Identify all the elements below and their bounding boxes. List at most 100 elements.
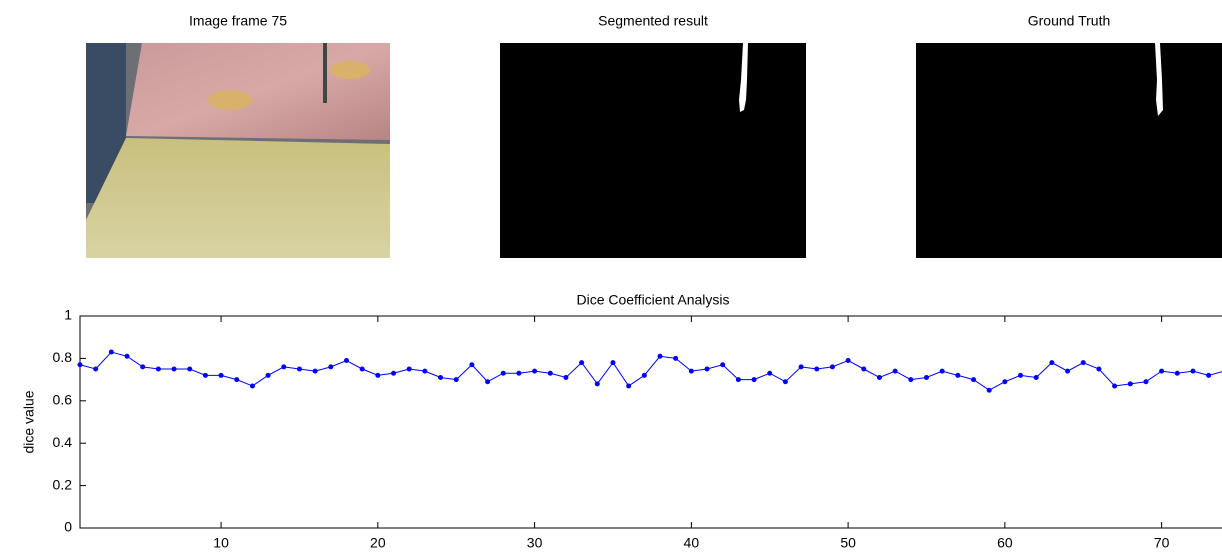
data-point — [861, 366, 867, 372]
y-tick-label: 0.8 — [53, 349, 73, 365]
data-point — [312, 368, 318, 374]
data-point — [249, 383, 255, 389]
data-point — [187, 366, 193, 372]
data-point — [657, 353, 663, 359]
y-axis-label: dice value — [21, 390, 37, 453]
x-tick-label: 40 — [684, 535, 700, 551]
y-tick-label: 0.2 — [53, 476, 73, 492]
y-tick-label: 1 — [64, 307, 72, 323]
image-part — [323, 43, 327, 103]
data-point — [375, 372, 381, 378]
data-point — [892, 368, 898, 374]
data-point — [516, 370, 522, 376]
data-point — [579, 360, 585, 366]
data-point — [218, 372, 224, 378]
y-tick-label: 0.4 — [53, 434, 73, 450]
data-point — [1065, 368, 1071, 374]
data-point — [626, 383, 632, 389]
data-point — [610, 360, 616, 366]
x-tick-label: 20 — [370, 535, 386, 551]
data-point — [1080, 360, 1086, 366]
data-point — [971, 377, 977, 383]
data-point — [767, 370, 773, 376]
data-point — [735, 377, 741, 383]
image-bg — [500, 43, 806, 258]
data-point — [1018, 372, 1024, 378]
data-point — [704, 366, 710, 372]
x-tick-label: 60 — [997, 535, 1013, 551]
data-point — [108, 349, 114, 355]
data-point — [814, 366, 820, 372]
data-point — [296, 366, 302, 372]
image-bg — [916, 43, 1222, 258]
image-part — [739, 43, 748, 112]
panel-title: Segmented result — [598, 13, 708, 29]
data-point — [641, 372, 647, 378]
data-point — [563, 374, 569, 380]
data-point — [93, 366, 99, 372]
data-point — [202, 372, 208, 378]
y-tick-label: 0 — [64, 519, 72, 535]
data-point — [845, 358, 851, 364]
data-point — [140, 364, 146, 370]
data-point — [1002, 379, 1008, 385]
data-point — [171, 366, 177, 372]
panel-title: Ground Truth — [1028, 13, 1111, 29]
data-point — [532, 368, 538, 374]
frame-image — [86, 43, 390, 258]
data-point — [469, 362, 475, 368]
ground-truth-image — [916, 43, 1222, 258]
data-point — [923, 374, 929, 380]
image-part — [126, 43, 390, 140]
image-part — [208, 90, 252, 110]
image-part — [86, 138, 390, 258]
data-point — [485, 379, 491, 385]
data-point — [281, 364, 287, 370]
data-point — [1143, 379, 1149, 385]
data-point — [986, 387, 992, 393]
data-point — [453, 377, 459, 383]
data-point — [688, 368, 694, 374]
chart-title: Dice Coefficient Analysis — [576, 292, 729, 308]
data-point — [265, 372, 271, 378]
data-point — [673, 355, 679, 361]
x-tick-label: 70 — [1154, 535, 1170, 551]
data-point — [1174, 370, 1180, 376]
data-point — [422, 368, 428, 374]
data-point — [939, 368, 945, 374]
panel-title: Image frame 75 — [189, 13, 287, 29]
data-point — [829, 364, 835, 370]
data-point — [751, 377, 757, 383]
data-point — [1049, 360, 1055, 366]
data-point — [500, 370, 506, 376]
data-point — [438, 374, 444, 380]
axes-box — [79, 315, 1222, 529]
data-point — [798, 364, 804, 370]
data-point — [782, 379, 788, 385]
data-point — [908, 377, 914, 383]
x-tick-label: 30 — [527, 535, 543, 551]
data-point — [124, 353, 130, 359]
image-part — [330, 61, 370, 79]
data-point — [876, 374, 882, 380]
x-tick-label: 50 — [840, 535, 856, 551]
data-point — [1127, 381, 1133, 387]
plot: 0 0.2 0.4 0.6 0.8 1 10 20 30 40 50 60 70 — [53, 307, 1222, 551]
data-point — [1190, 368, 1196, 374]
data-point — [406, 366, 412, 372]
image-part — [1155, 43, 1163, 116]
data-point — [1033, 374, 1039, 380]
data-point — [1112, 383, 1118, 389]
data-point — [234, 377, 240, 383]
data-point — [1096, 366, 1102, 372]
data-point — [343, 358, 349, 364]
data-point — [1159, 368, 1165, 374]
data-point — [1206, 372, 1212, 378]
x-tick-label: 10 — [213, 535, 229, 551]
data-point — [955, 372, 961, 378]
data-point — [547, 370, 553, 376]
data-point — [155, 366, 161, 372]
data-point — [328, 364, 334, 370]
